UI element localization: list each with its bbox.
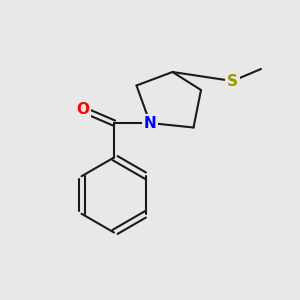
- Text: N: N: [144, 116, 156, 130]
- Text: S: S: [227, 74, 238, 88]
- Text: O: O: [76, 102, 89, 117]
